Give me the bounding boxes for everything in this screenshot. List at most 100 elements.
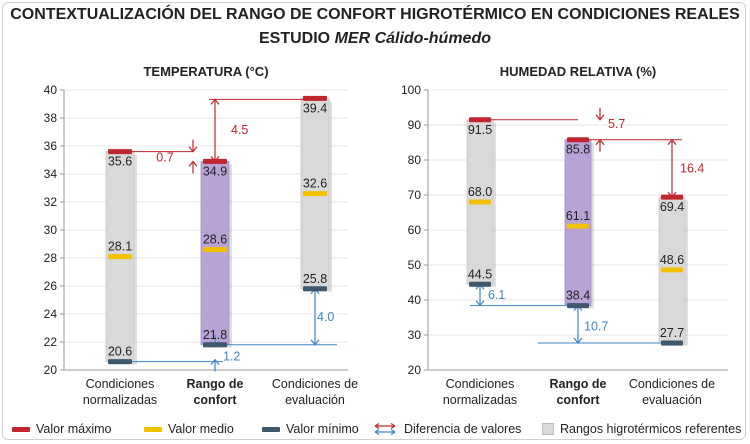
panel1-value-label-mean-cat-confort: 28.6 [203, 233, 227, 247]
panel2-ytick-label: 50 [408, 258, 422, 272]
panel1-diff-arrow-b-head-top [210, 98, 220, 105]
legend-item-diff: Diferencia de valores [372, 422, 521, 436]
panel2-value-label-mean-cat-confort: 61.1 [566, 209, 590, 223]
double-arrow-icon [374, 422, 396, 436]
panel2-value-label-mean-cat-normalizadas: 68.0 [468, 185, 492, 199]
panel1-value-label-max-cat-evaluacion: 39.4 [303, 101, 327, 115]
panel1-diff-arrow-a-head-lower [188, 160, 198, 167]
panel1-xlabel-cat-normalizadas-line2: normalizadas [83, 393, 157, 407]
panel1-value-label-max-cat-normalizadas: 35.6 [108, 155, 132, 169]
panel1-marker-min-cat-evaluacion [303, 286, 327, 292]
panel1-diff-arrow-a-head-upper [188, 146, 198, 153]
panel1-marker-max-cat-evaluacion [303, 95, 327, 101]
panel2-xlabel-cat-confort-line2: confort [556, 393, 600, 407]
panel2-marker-mean-cat-evaluacion [661, 267, 683, 273]
panel1-ytick-label: 24 [44, 307, 58, 321]
legend-item-min: Valor mínimo [262, 422, 359, 436]
panel2-value-label-max-cat-confort: 85.8 [566, 143, 590, 157]
panel1-marker-mean-cat-normalizadas [108, 254, 132, 260]
panel2-ytick-label: 60 [408, 223, 422, 237]
panel1-value-label-min-cat-evaluacion: 25.8 [303, 272, 327, 286]
legend-item-range: Rangos higrotérmicos referentes [542, 422, 741, 436]
charts-svg: TEMPERATURA (°C) 20 22 24 26 28 30 32 34 36 38 40 0.… [44, 64, 728, 407]
legend-swatch-min [262, 426, 280, 432]
panel1-diff-arrow-c-head-lower [210, 358, 220, 365]
panel2-value-label-max-cat-normalizadas: 91.5 [468, 123, 492, 137]
panel1-ytick-label: 36 [44, 139, 58, 153]
panel2-ytick-label: 90 [408, 118, 422, 132]
panel2-value-label-max-cat-evaluacion: 69.4 [660, 200, 684, 214]
panel2-marker-max-cat-evaluacion [661, 194, 683, 200]
panel1-diff-label-b: 4.5 [231, 123, 248, 137]
panel2-diff-arrow-a-head-upper [595, 114, 605, 121]
subtitle-italic: MER Cálido-húmedo [334, 30, 491, 47]
panel2-diff-arrow-c-head-bottom [475, 300, 485, 307]
panel2-diff-label-d: 10.7 [584, 319, 608, 333]
panel2-xlabel-cat-normalizadas-line2: normalizadas [443, 393, 517, 407]
panel2-value-label-min-cat-evaluacion: 27.7 [660, 326, 684, 340]
legend-label-diff: Diferencia de valores [404, 422, 522, 436]
panel1-ytick-label: 30 [44, 223, 58, 237]
panel2-value-label-mean-cat-evaluacion: 48.6 [660, 253, 684, 267]
panel1-band-cat-confort [200, 160, 230, 346]
panel1-value-label-min-cat-normalizadas: 20.6 [108, 345, 132, 359]
panel1-ytick-label: 22 [44, 335, 58, 349]
panel2-diff-arrow-b-head-top [667, 138, 677, 146]
panel1-xlabel-cat-evaluacion-line1: Condiciones de [272, 377, 358, 391]
panel1-value-label-mean-cat-evaluacion: 32.6 [303, 177, 327, 191]
panel1-value-label-min-cat-confort: 21.8 [203, 328, 227, 342]
panel2-value-label-min-cat-confort: 38.4 [566, 289, 590, 303]
panel1-ytick-label: 20 [44, 363, 58, 377]
panel1-marker-max-cat-confort [203, 158, 227, 164]
legend-label-range: Rangos higrotérmicos referentes [560, 422, 742, 436]
panel2-xlabel-cat-confort-line1: Rango de [550, 377, 607, 391]
panel1-ytick-label: 32 [44, 195, 58, 209]
panel2-xlabel-cat-evaluacion-line1: Condiciones de [629, 377, 715, 391]
panel1-diff-arrow-d-head-bottom [310, 339, 320, 346]
panel1-xlabel-cat-normalizadas-line1: Condiciones [86, 377, 155, 391]
panel2-ytick-label: 30 [408, 328, 422, 342]
panel1-value-label-mean-cat-normalizadas: 28.1 [108, 240, 132, 254]
panel2-ytick-label: 100 [401, 83, 421, 97]
panel2-marker-max-cat-normalizadas [469, 117, 491, 123]
panel2-marker-min-cat-evaluacion [661, 340, 683, 346]
panel2-ytick-label: 40 [408, 293, 422, 307]
panel2-ytick-label: 70 [408, 188, 422, 202]
legend-label-min: Valor mínimo [286, 422, 359, 436]
panel2-marker-max-cat-confort [567, 137, 589, 143]
chart-title: CONTEXTUALIZACIÓN DEL RANGO DE CONFORT H… [10, 6, 740, 23]
panel1-xlabel-cat-confort-line2: confort [193, 393, 237, 407]
legend-item-max: Valor máximo [12, 422, 111, 436]
panel2-diff-arrow-d-head-bottom [573, 337, 583, 345]
legend-swatch-max [12, 426, 30, 432]
chart-frame [2, 2, 746, 440]
panel1-diff-label-d: 4.0 [317, 310, 334, 324]
panel2-ytick-label: 20 [408, 363, 422, 377]
panel1-marker-max-cat-normalizadas [108, 149, 132, 155]
panel2-marker-mean-cat-confort [567, 223, 589, 229]
chart-subtitle: ESTUDIO MER Cálido-húmedo [0, 30, 750, 48]
panel1-marker-mean-cat-evaluacion [303, 191, 327, 197]
panel1-marker-mean-cat-confort [203, 247, 227, 253]
panel1-xlabel-cat-evaluacion-line2: evaluación [285, 393, 345, 407]
panel1-ytick-label: 26 [44, 279, 58, 293]
panel2-marker-min-cat-normalizadas [469, 281, 491, 287]
panel2-ytick-label: 80 [408, 153, 422, 167]
panel1-xlabel-cat-confort-line1: Rango de [187, 377, 244, 391]
panel1-diff-label-a: 0.7 [156, 151, 173, 165]
legend-label-mean: Valor medio [168, 422, 234, 436]
panel2-diff-label-a: 5.7 [608, 117, 625, 131]
panel2-value-label-min-cat-normalizadas: 44.5 [468, 267, 492, 281]
panel2-xlabel-cat-normalizadas-line1: Condiciones [446, 377, 515, 391]
panel2-marker-min-cat-confort [567, 303, 589, 309]
panel1-marker-min-cat-confort [203, 342, 227, 348]
legend-label-max: Valor máximo [36, 422, 112, 436]
panel1-value-label-max-cat-confort: 34.9 [203, 164, 227, 178]
legend-item-mean: Valor medio [144, 422, 234, 436]
legend-swatch-mean [144, 426, 162, 432]
panel1-ytick-label: 38 [44, 111, 58, 125]
panel1-marker-min-cat-normalizadas [108, 359, 132, 365]
panel1-ytick-label: 34 [44, 167, 58, 181]
legend-swatch-range [542, 423, 554, 435]
panel1-ytick-label: 28 [44, 251, 58, 265]
